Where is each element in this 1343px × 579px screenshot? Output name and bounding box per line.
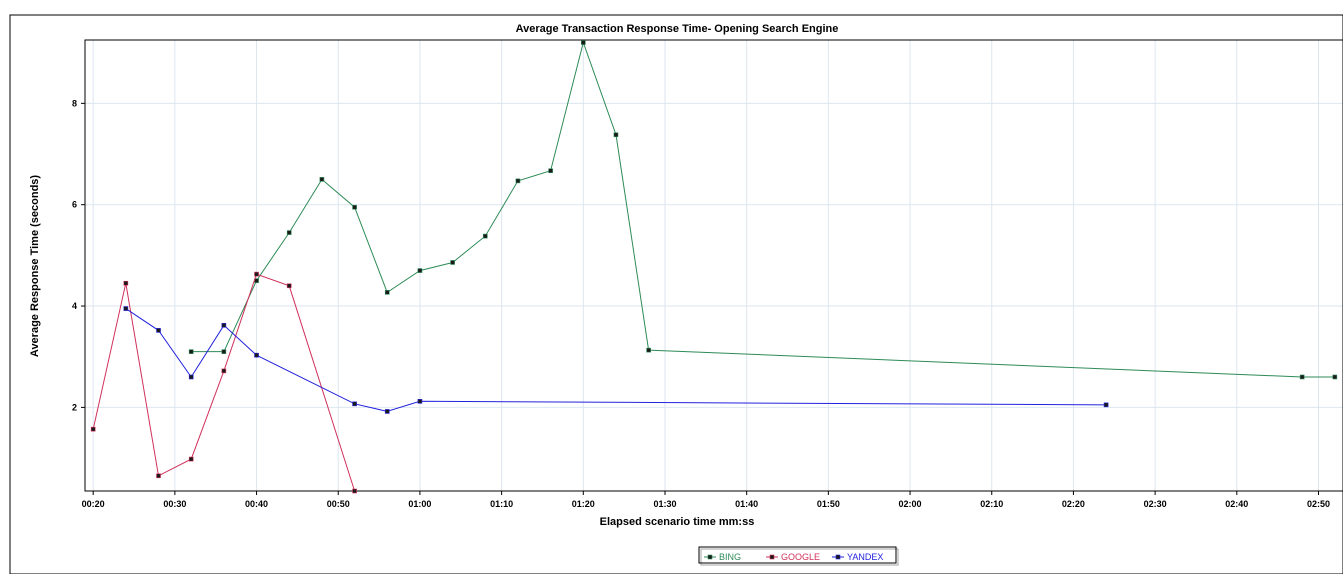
x-tick-label: 02:50 xyxy=(1307,499,1330,509)
data-point xyxy=(1332,374,1338,380)
y-tick-label: 6 xyxy=(72,200,77,210)
x-tick-label: 00:50 xyxy=(327,499,350,509)
legend-label: YANDEX xyxy=(847,552,883,562)
data-point xyxy=(482,233,488,239)
series-group xyxy=(90,40,1338,494)
x-tick-label: 00:20 xyxy=(82,499,105,509)
plot-area xyxy=(84,39,1343,492)
x-tick-label: 02:20 xyxy=(1062,499,1085,509)
y-tick-label: 8 xyxy=(72,98,77,108)
x-tick-label: 02:30 xyxy=(1144,499,1167,509)
legend-box xyxy=(698,546,897,564)
legend-swatch-marker xyxy=(707,554,713,560)
y-tick-label: 4 xyxy=(72,301,77,311)
x-axis-title: Elapsed scenario time mm:ss xyxy=(600,516,755,528)
data-point xyxy=(156,328,161,333)
data-point xyxy=(188,374,194,380)
series-line xyxy=(92,273,356,492)
chart-title: Average Transaction Response Time- Openi… xyxy=(516,23,839,35)
data-point xyxy=(221,368,227,374)
data-point xyxy=(417,268,423,273)
legend-item-google: GOOGLE xyxy=(766,552,820,562)
x-tick-label: 01:10 xyxy=(490,499,513,509)
data-point xyxy=(1103,402,1109,408)
data-point xyxy=(580,40,586,45)
grid xyxy=(85,40,1343,491)
series-bing xyxy=(188,40,1338,380)
data-point xyxy=(254,271,259,277)
x-tick-label: 00:40 xyxy=(245,499,268,509)
data-point xyxy=(646,347,651,353)
legend-label: BING xyxy=(719,552,741,562)
data-point xyxy=(352,204,357,210)
data-point xyxy=(123,280,129,286)
data-point xyxy=(286,283,292,289)
data-point xyxy=(188,456,194,462)
x-tick-label: 01:20 xyxy=(572,499,595,509)
data-point xyxy=(254,352,259,358)
chart-frame xyxy=(9,14,1343,575)
data-point xyxy=(613,132,619,138)
data-point xyxy=(156,473,161,479)
x-tick-label: 02:10 xyxy=(980,499,1003,509)
data-point xyxy=(417,399,423,404)
data-point xyxy=(515,178,521,184)
x-tick-label: 02:00 xyxy=(899,499,922,509)
data-point xyxy=(450,260,455,265)
data-point xyxy=(286,230,292,235)
y-tick-label: 2 xyxy=(72,402,77,412)
legend-item-yandex: YANDEX xyxy=(832,552,883,562)
legend-shadow xyxy=(700,548,899,566)
y-axis-title: Average Response Time (seconds) xyxy=(29,175,41,358)
legend-items: BING GOOGLE YANDEX xyxy=(704,552,883,562)
legend-item-bing: BING xyxy=(704,552,741,562)
series-yandex xyxy=(123,306,1109,414)
data-point xyxy=(319,177,325,182)
data-point xyxy=(352,401,357,407)
data-point xyxy=(1299,374,1305,380)
data-point xyxy=(352,488,357,494)
series-google xyxy=(90,271,357,494)
y-axis: 2 4 6 8 xyxy=(72,98,85,412)
x-axis: 00:20 00:30 00:40 00:50 01:00 01:10 01:20 01:30… xyxy=(82,491,1330,509)
data-point xyxy=(221,322,227,328)
legend-swatch-marker xyxy=(835,554,841,560)
data-point xyxy=(90,426,96,432)
x-tick-label: 01:40 xyxy=(735,499,758,509)
legend: BING GOOGLE YANDEX xyxy=(698,546,899,566)
data-point xyxy=(384,409,390,414)
x-tick-label: 01:30 xyxy=(653,499,676,509)
legend-label: GOOGLE xyxy=(781,552,820,562)
data-point xyxy=(221,349,227,354)
x-tick-label: 00:30 xyxy=(163,499,186,509)
data-point xyxy=(548,168,553,174)
data-point xyxy=(384,290,390,295)
data-point xyxy=(188,349,194,354)
x-tick-label: 02:40 xyxy=(1225,499,1248,509)
legend-swatch-marker xyxy=(769,554,775,560)
data-point xyxy=(123,306,129,311)
x-tick-label: 01:00 xyxy=(408,499,431,509)
x-tick-label: 01:50 xyxy=(817,499,840,509)
